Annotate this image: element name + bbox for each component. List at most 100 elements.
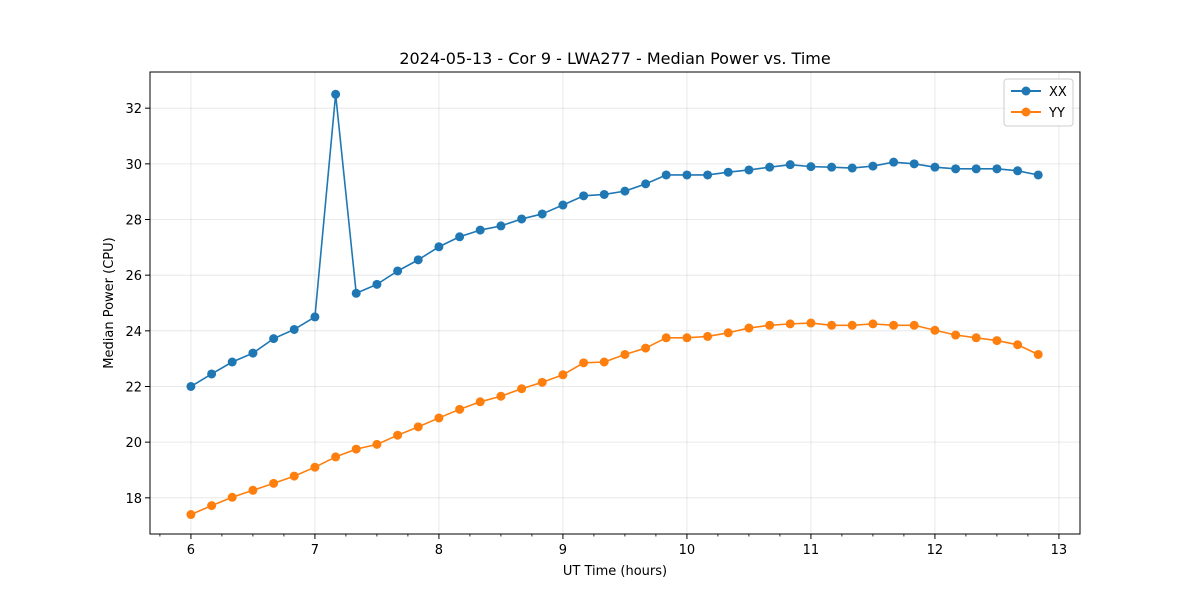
data-point-yy [641,343,651,353]
data-point-xx [207,369,217,379]
data-point-yy [517,384,527,394]
data-point-xx [765,162,775,172]
data-point-xx [393,266,403,276]
y-tick-label: 18 [125,492,142,507]
y-axis: 18 20 22 24 26 28 30 32 [125,102,150,507]
data-point-xx [186,381,196,391]
data-point-yy [227,492,237,502]
data-point-xx [620,186,630,196]
data-point-xx [1013,166,1023,176]
data-point-xx [703,170,713,180]
data-point-yy [207,501,217,511]
x-axis: 6 7 8 9 10 11 12 13 [159,534,1067,558]
data-point-xx [723,167,733,177]
data-point-yy [289,471,299,481]
data-point-yy [475,397,485,407]
data-point-yy [1033,349,1043,359]
data-point-yy [248,485,258,495]
data-point-yy [765,320,775,330]
data-point-xx [372,279,382,289]
x-tick-label: 7 [311,543,319,558]
data-point-xx [455,232,465,242]
data-point-yy [558,370,568,380]
data-point-yy [331,452,341,462]
data-point-xx [331,89,341,99]
data-point-xx [227,357,237,367]
x-tick-label: 8 [435,543,443,558]
y-tick-label: 20 [125,436,142,451]
data-point-xx [517,214,527,224]
data-point-xx [682,170,692,180]
data-point-yy [186,510,196,520]
data-point-xx [434,242,444,252]
x-tick-label: 11 [803,543,820,558]
data-point-xx [889,157,899,167]
data-point-xx [827,162,837,172]
y-tick-label: 26 [125,269,142,284]
legend-label-xx: XX [1049,85,1067,100]
data-point-yy [413,422,423,432]
data-point-xx [413,255,423,265]
data-point-xx [496,221,506,231]
data-point-yy [1013,340,1023,350]
data-point-xx [909,159,919,169]
data-point-yy [992,336,1002,346]
data-point-yy [599,357,609,367]
data-point-yy [703,331,713,341]
data-point-yy [723,328,733,338]
chart-title: 2024-05-13 - Cor 9 - LWA277 - Median Pow… [399,49,830,68]
data-point-yy [951,330,961,340]
y-axis-label: Median Power (CPU) [102,237,117,368]
data-point-yy [455,404,465,414]
data-point-yy [372,439,382,449]
data-point-xx [641,179,651,189]
legend: XX YY [1003,78,1074,127]
x-tick-label: 10 [679,543,696,558]
y-tick-label: 28 [125,214,142,229]
data-point-yy [806,318,816,328]
data-point-xx [579,191,589,201]
data-point-xx [806,162,816,172]
data-point-xx [558,200,568,210]
x-axis-label: UT Time (hours) [563,564,667,579]
y-tick-label: 24 [125,325,142,340]
data-point-yy [682,333,692,343]
y-tick-label: 30 [125,158,142,173]
series-xx [186,89,1043,391]
series-layer [186,89,1043,520]
data-point-yy [393,430,403,440]
data-point-xx [868,161,878,171]
data-point-xx [475,225,485,235]
legend-marker-xx [1021,86,1031,96]
x-tick-label: 12 [927,543,944,558]
x-tick-label: 6 [187,543,195,558]
data-point-xx [661,170,671,180]
data-point-xx [269,334,279,344]
data-point-yy [785,319,795,329]
data-point-xx [930,162,940,172]
data-point-xx [289,324,299,334]
data-point-xx [785,160,795,170]
data-point-yy [868,319,878,329]
data-point-yy [744,323,754,333]
legend-label-yy: YY [1048,106,1065,121]
data-point-yy [310,462,320,472]
data-point-xx [1033,170,1043,180]
data-point-yy [827,320,837,330]
data-point-yy [930,325,940,335]
data-point-yy [434,413,444,423]
data-point-yy [620,349,630,359]
data-point-xx [847,163,857,173]
y-tick-label: 22 [125,380,142,395]
data-point-xx [971,164,981,174]
data-point-xx [599,189,609,199]
data-point-yy [579,358,589,368]
data-point-yy [889,320,899,330]
y-tick-label: 32 [125,102,142,117]
x-tick-label: 9 [559,543,567,558]
data-point-yy [537,377,547,387]
data-point-yy [661,333,671,343]
legend-marker-yy [1021,107,1031,117]
